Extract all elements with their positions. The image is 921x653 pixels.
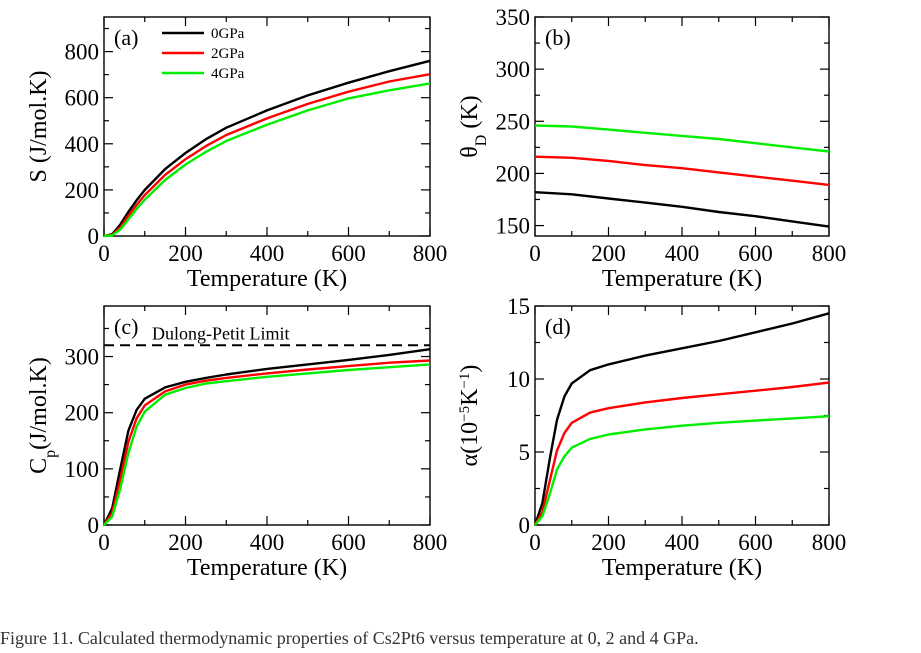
figure-caption: Figure 11. Calculated thermodynamic prop… (0, 628, 699, 648)
panel-label: (a) (114, 25, 138, 50)
panel-label: (b) (545, 25, 571, 50)
series-line-2GPa (533, 381, 830, 526)
y-axis-label: S (J/mol.K) (26, 70, 52, 182)
x-tick-label: 600 (331, 530, 366, 555)
y-tick-label: 350 (496, 5, 531, 30)
y-tick-label: 150 (496, 214, 531, 239)
y-tick-label: 0 (88, 224, 100, 249)
panel-b: 0 200 400 600 800 150 200 250 300 350 Temperature … (457, 5, 846, 292)
y-tick-label: 15 (507, 294, 530, 319)
x-axis-label: Temperature (K) (187, 266, 347, 292)
panel-a: 0 200 400 600 800 0 200 400 600 800 Temperature (K… (26, 16, 448, 292)
series-line-2GPa (534, 155, 830, 187)
x-tick-label: 800 (812, 530, 847, 555)
x-tick-label: 800 (413, 530, 448, 555)
series-line-2GPa (102, 359, 431, 526)
x-axis-label: Temperature (K) (187, 555, 347, 581)
y-tick-label: 800 (65, 40, 100, 65)
series-line-4GPa (534, 415, 830, 526)
y-tick-label: 600 (65, 86, 100, 111)
x-tick-label: 400 (665, 241, 700, 266)
series-line-0GPa (102, 348, 431, 526)
y-tick-label: 200 (496, 161, 531, 186)
x-tick-label: 200 (168, 530, 203, 555)
x-tick-label: 0 (529, 530, 541, 555)
legend-label: 4GPa (211, 66, 245, 82)
y-tick-label: 100 (65, 457, 100, 482)
x-tick-label: 0 (98, 241, 110, 266)
y-tick-label: 300 (496, 57, 531, 82)
x-tick-label: 0 (529, 241, 541, 266)
series-line-4GPa (534, 124, 830, 153)
legend-label: 2GPa (211, 46, 245, 62)
panel-d: 0 200 400 600 800 0 5 10 15 Temperature (K) α(10−5… (457, 294, 846, 581)
x-tick-label: 600 (738, 241, 773, 266)
y-tick-label: 10 (507, 367, 530, 392)
series-line-0GPa (533, 312, 830, 526)
y-tick-label: 400 (65, 132, 100, 157)
x-axis-label: Temperature (K) (602, 266, 762, 292)
y-tick-label: 0 (88, 513, 100, 538)
y-tick-label: 300 (65, 345, 100, 370)
dulong-petit-label: Dulong-Petit Limit (152, 323, 290, 343)
y-tick-label: 0 (519, 513, 531, 538)
x-tick-label: 400 (250, 241, 285, 266)
x-tick-label: 200 (591, 241, 626, 266)
y-axis-label: θD (K) (457, 95, 490, 157)
x-tick-label: 600 (738, 530, 773, 555)
x-tick-label: 400 (665, 530, 700, 555)
x-tick-label: 200 (591, 530, 626, 555)
series-line-0GPa (103, 59, 431, 238)
plot-frame (103, 16, 431, 237)
y-tick-label: 200 (65, 401, 100, 426)
x-tick-label: 800 (812, 241, 847, 266)
x-tick-label: 0 (98, 530, 110, 555)
plot-frame (534, 305, 830, 526)
y-tick-label: 5 (519, 440, 531, 465)
panel-label: (d) (545, 314, 571, 339)
series-line-4GPa (103, 82, 431, 238)
series-line-0GPa (534, 191, 830, 228)
y-axis-label: Cp(J/mol.K) (26, 357, 59, 474)
y-axis-label: α(10−5K−1) (457, 365, 483, 467)
legend-label: 0GPa (211, 26, 245, 42)
x-tick-label: 400 (250, 530, 285, 555)
x-tick-label: 800 (413, 241, 448, 266)
panel-label: (c) (114, 314, 138, 339)
y-tick-label: 200 (65, 178, 100, 203)
series-line-2GPa (103, 73, 431, 238)
y-tick-label: 250 (496, 109, 531, 134)
x-axis-label: Temperature (K) (602, 555, 762, 581)
panel-c: 0 200 400 600 800 0 100 200 300 Temperature (K) Cp… (26, 305, 448, 581)
series-line-4GPa (103, 363, 431, 526)
x-tick-label: 600 (331, 241, 366, 266)
x-tick-label: 200 (168, 241, 203, 266)
